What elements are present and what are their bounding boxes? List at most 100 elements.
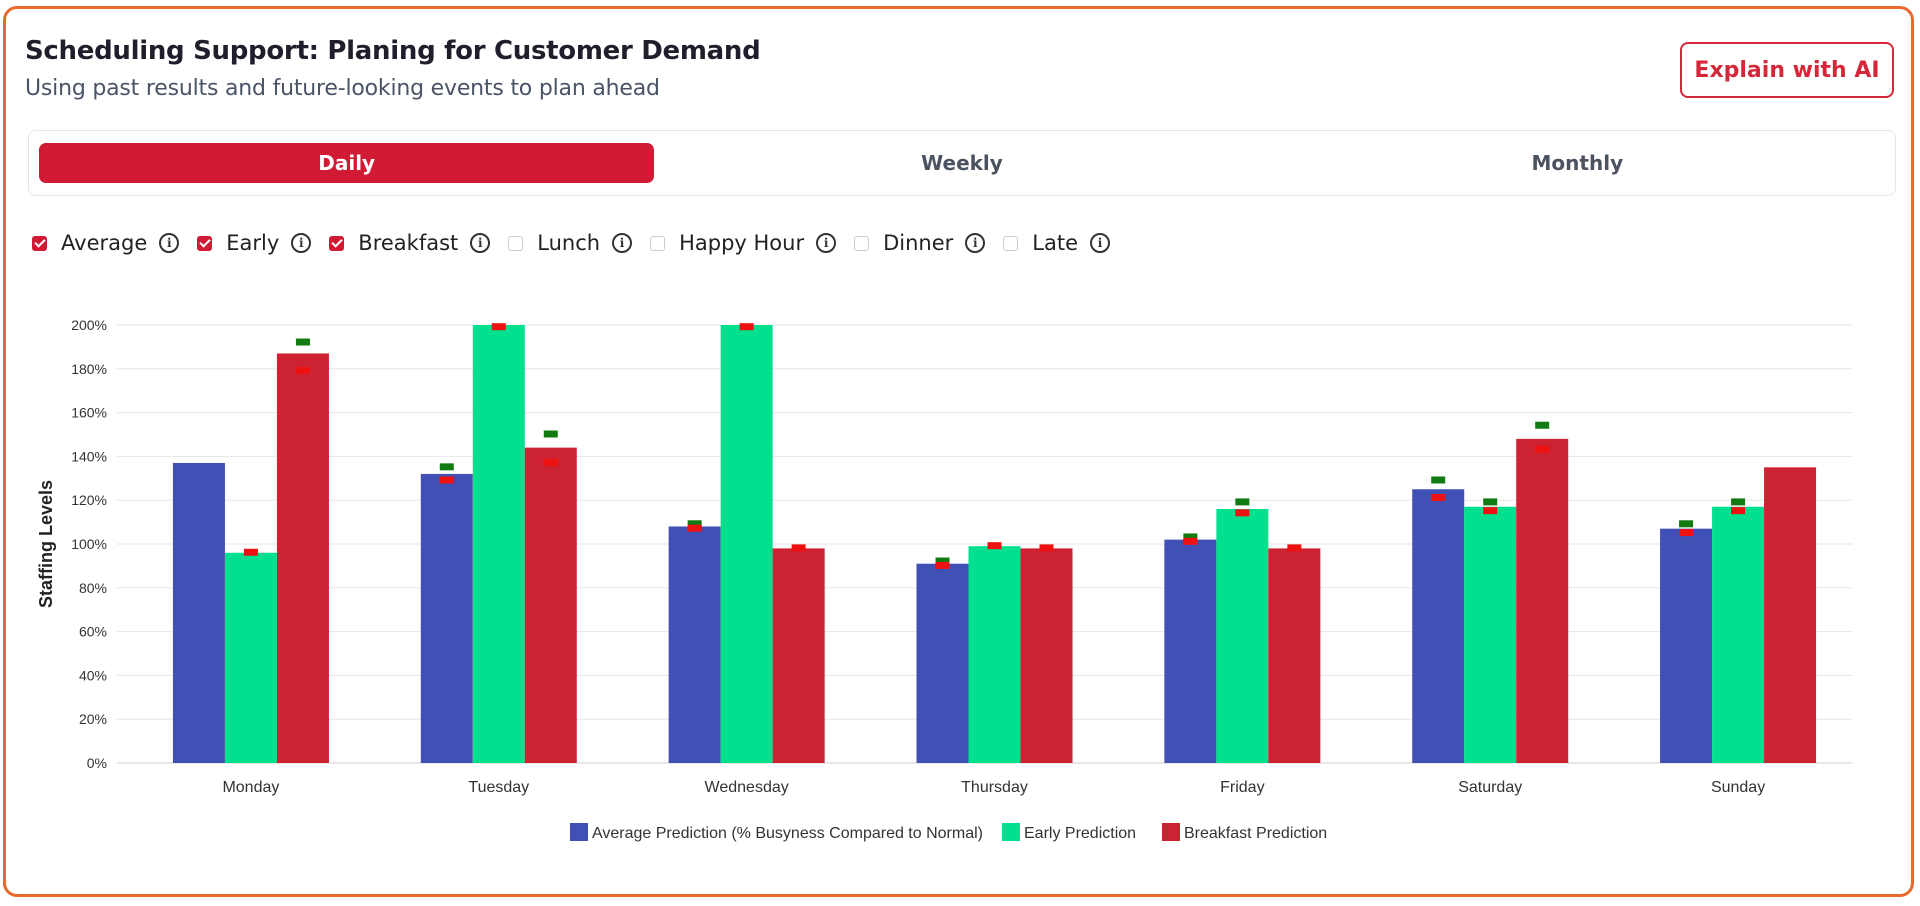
bar-average <box>1660 528 1713 763</box>
filter-label: Late <box>1032 231 1079 255</box>
bar-early <box>720 325 773 763</box>
filter-early[interactable]: Early i <box>197 231 312 255</box>
bar-average <box>916 563 969 763</box>
legend-swatch <box>1002 823 1020 841</box>
y-tick-label: 120% <box>71 492 107 508</box>
prediction-low-marker <box>935 561 950 569</box>
prediction-low-marker <box>1287 544 1302 552</box>
lunch-checkbox[interactable] <box>508 235 524 251</box>
prediction-high-marker <box>295 338 310 346</box>
prediction-low-marker <box>1235 509 1250 517</box>
info-icon[interactable]: i <box>965 233 986 253</box>
prediction-high-marker <box>1535 421 1550 429</box>
prediction-low-marker <box>1731 507 1746 515</box>
info-icon[interactable]: i <box>816 233 837 253</box>
info-icon[interactable]: i <box>159 233 180 253</box>
dinner-checkbox[interactable] <box>854 235 870 251</box>
info-icon[interactable]: i <box>470 233 491 253</box>
bar-early <box>968 546 1021 763</box>
average-checkbox[interactable] <box>32 235 47 251</box>
bar-average <box>1412 489 1465 763</box>
prediction-low-marker <box>1535 445 1550 453</box>
prediction-low-marker <box>439 476 454 484</box>
prediction-low-marker <box>491 323 506 331</box>
tab-daily[interactable]: Daily <box>39 143 655 183</box>
prediction-low-marker <box>543 458 558 466</box>
info-icon[interactable]: i <box>291 233 312 253</box>
info-icon[interactable]: i <box>1090 233 1111 253</box>
y-tick-label: 200% <box>71 317 107 333</box>
prediction-low-marker <box>1039 544 1054 552</box>
happy-hour-checkbox[interactable] <box>650 235 666 251</box>
prediction-low-marker <box>295 366 310 374</box>
prediction-low-marker <box>987 542 1002 550</box>
filter-label: Breakfast <box>358 231 459 255</box>
x-tick-label: Friday <box>1220 779 1264 796</box>
filter-dinner[interactable]: Dinner i <box>854 231 986 255</box>
bar-breakfast <box>524 447 577 763</box>
prediction-low-marker <box>1183 537 1198 545</box>
x-tick-label: Wednesday <box>705 779 789 796</box>
prediction-high-marker <box>1431 476 1446 484</box>
explain-with-ai-button[interactable]: Explain with AI <box>1680 42 1894 98</box>
bar-average <box>668 526 721 763</box>
bar-breakfast <box>1268 548 1321 763</box>
filter-average[interactable]: Average i <box>32 231 180 255</box>
y-tick-label: 140% <box>71 448 107 464</box>
y-tick-label: 180% <box>71 361 107 377</box>
prediction-high-marker <box>1235 498 1250 506</box>
prediction-low-marker <box>791 544 806 552</box>
legend-swatch <box>570 823 588 841</box>
filter-lunch[interactable]: Lunch i <box>508 231 633 255</box>
bar-average <box>420 473 473 763</box>
y-tick-label: 0% <box>87 755 107 771</box>
y-axis-label: Staffing Levels <box>36 480 56 608</box>
legend-label: Average Prediction (% Busyness Compared … <box>592 825 983 842</box>
tab-monthly[interactable]: Monthly <box>1531 151 1624 175</box>
early-checkbox[interactable] <box>197 235 213 251</box>
prediction-low-marker <box>687 524 702 532</box>
prediction-high-marker <box>1679 520 1694 528</box>
late-checkbox[interactable] <box>1003 235 1019 251</box>
prediction-high-marker <box>543 430 558 438</box>
bar-early <box>1216 508 1269 763</box>
y-tick-label: 40% <box>79 667 107 683</box>
x-tick-label: Monday <box>222 779 279 796</box>
tab-weekly[interactable]: Weekly <box>921 151 1003 175</box>
filter-bar: Average i Early i Breakfast i Lunch i Ha… <box>32 228 1128 258</box>
breakfast-checkbox[interactable] <box>329 235 345 251</box>
prediction-low-marker <box>739 323 754 331</box>
page-title: Scheduling Support: Planing for Customer… <box>25 36 761 66</box>
filter-label: Average <box>61 231 148 255</box>
filter-label: Dinner <box>883 231 954 255</box>
legend-swatch <box>1162 823 1180 841</box>
prediction-high-marker <box>1731 498 1746 506</box>
period-tabs: Daily Weekly Monthly <box>28 130 1896 196</box>
prediction-high-marker <box>687 520 702 528</box>
x-tick-label: Tuesday <box>468 779 529 796</box>
bar-breakfast <box>1764 467 1817 763</box>
prediction-high-marker <box>1483 498 1498 506</box>
filter-breakfast[interactable]: Breakfast i <box>329 231 491 255</box>
prediction-high-marker <box>439 463 454 471</box>
info-icon[interactable]: i <box>612 233 633 253</box>
prediction-low-marker <box>1483 507 1498 515</box>
bar-breakfast <box>772 548 825 763</box>
filter-late[interactable]: Late i <box>1003 231 1111 255</box>
bar-early <box>1712 506 1765 763</box>
bar-breakfast <box>1020 548 1073 763</box>
filter-label: Lunch <box>537 231 601 255</box>
filter-happy-hour[interactable]: Happy Hour i <box>650 231 837 255</box>
prediction-high-marker <box>935 557 950 565</box>
bar-average <box>172 462 225 763</box>
y-tick-label: 20% <box>79 711 107 727</box>
bar-early <box>224 552 277 763</box>
x-tick-label: Thursday <box>961 779 1028 796</box>
filter-label: Early <box>226 231 280 255</box>
bar-breakfast <box>276 353 329 763</box>
filter-label: Happy Hour <box>679 231 805 255</box>
bar-early <box>472 325 525 763</box>
legend-label: Early Prediction <box>1024 825 1136 842</box>
prediction-low-marker <box>1431 494 1446 502</box>
